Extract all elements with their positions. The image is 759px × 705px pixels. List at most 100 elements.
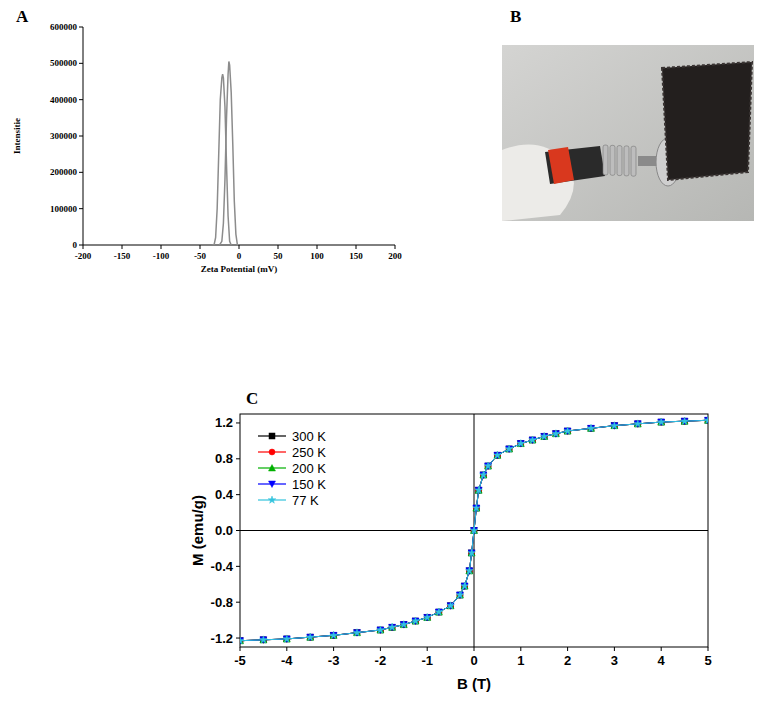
series-line [240, 420, 708, 640]
series-marker [635, 421, 641, 427]
x-tick-label: 200 [388, 251, 402, 261]
series-marker [466, 567, 473, 574]
series-marker [552, 430, 559, 437]
series-marker [447, 603, 454, 610]
series-marker [400, 621, 408, 628]
x-tick [278, 245, 279, 249]
series-marker [553, 431, 559, 437]
series-marker [494, 452, 501, 459]
x-tick-label: -150 [114, 251, 131, 261]
y-axis-title: Intensitie [12, 118, 22, 154]
series-marker [588, 425, 595, 432]
series-marker [401, 622, 407, 628]
series-line [212, 74, 232, 245]
y-tick-label: 0.0 [215, 523, 233, 538]
series-marker [377, 626, 384, 633]
x-tick-label: -2 [375, 653, 387, 668]
x-tick-label: -5 [234, 653, 246, 668]
series-marker [517, 440, 525, 447]
legend-marker [269, 449, 275, 455]
series-marker [506, 446, 512, 452]
series-marker [588, 425, 594, 431]
series-marker [565, 428, 571, 434]
series-marker [456, 591, 464, 598]
series-marker [541, 433, 548, 440]
x-tick [708, 647, 709, 651]
shaft-ring [617, 146, 622, 176]
y-tick-label: 200000 [50, 167, 78, 177]
series-marker [466, 568, 472, 574]
series-marker [611, 423, 617, 429]
series-marker [552, 430, 560, 437]
series-marker [331, 632, 337, 638]
black-mesh [662, 62, 752, 180]
x-tick-label: 50 [274, 251, 284, 261]
series-marker [634, 420, 642, 427]
series-marker [400, 621, 407, 628]
y-tick [79, 136, 83, 137]
series-marker [540, 432, 548, 439]
series-marker [436, 609, 442, 615]
series-marker [436, 609, 442, 615]
series-marker [658, 419, 664, 425]
series-line [240, 420, 708, 640]
y-tick [236, 566, 240, 567]
background [0, 0, 759, 705]
x-tick [122, 245, 123, 249]
x-tick-label: 3 [611, 653, 618, 668]
series-marker [435, 608, 443, 615]
x-tick-label: 5 [704, 653, 711, 668]
series-marker [588, 425, 594, 431]
series-marker [494, 451, 502, 458]
x-tick [356, 245, 357, 249]
panel-a: 0100000200000300000400000500000600000-20… [12, 22, 402, 274]
plot-frame [240, 414, 708, 647]
series-marker [456, 592, 463, 599]
plot-area [212, 62, 239, 245]
x-tick-label: 100 [310, 251, 324, 261]
y-tick-label: 500000 [50, 58, 78, 68]
series-marker [485, 463, 492, 470]
y-tick [79, 99, 83, 100]
y-tick [79, 245, 83, 246]
x-tick [567, 647, 568, 651]
y-tick-label: -0.4 [211, 559, 234, 574]
series-marker [681, 418, 688, 425]
series-marker [682, 418, 688, 424]
series-marker [377, 626, 385, 633]
series-marker [658, 419, 665, 426]
legend-marker [269, 481, 276, 488]
series-marker [260, 636, 267, 643]
series-marker [564, 427, 572, 434]
series-marker [388, 623, 396, 630]
series-marker [480, 472, 487, 479]
series-line [220, 62, 240, 245]
series-marker [354, 629, 361, 636]
series-marker [611, 422, 619, 429]
y-tick [79, 208, 83, 209]
x-tick-label: -50 [194, 251, 206, 261]
glove [502, 144, 574, 221]
x-tick [661, 647, 662, 651]
y-tick-label: 0.8 [215, 451, 233, 466]
x-tick-label: -100 [153, 251, 170, 261]
y-tick-label: -1.2 [211, 631, 233, 646]
series-marker [435, 609, 442, 616]
y-axis-title: M (emu/g) [189, 495, 206, 566]
y-tick-label: 400000 [50, 95, 78, 105]
x-tick-label: -1 [421, 653, 433, 668]
panel-label: B [510, 7, 521, 26]
y-tick-label: 300000 [50, 131, 78, 141]
legend-label: 150 K [292, 477, 326, 492]
series-marker [480, 472, 486, 478]
series-marker [475, 486, 483, 493]
x-tick-label: 1 [517, 653, 524, 668]
legend-label: 77 K [292, 493, 319, 508]
x-tick [614, 647, 615, 651]
series-marker [330, 631, 338, 638]
series-marker [424, 614, 431, 621]
panel-label: A [16, 7, 29, 26]
series-marker [681, 417, 689, 424]
series-marker [484, 462, 492, 469]
series-marker [530, 437, 536, 443]
